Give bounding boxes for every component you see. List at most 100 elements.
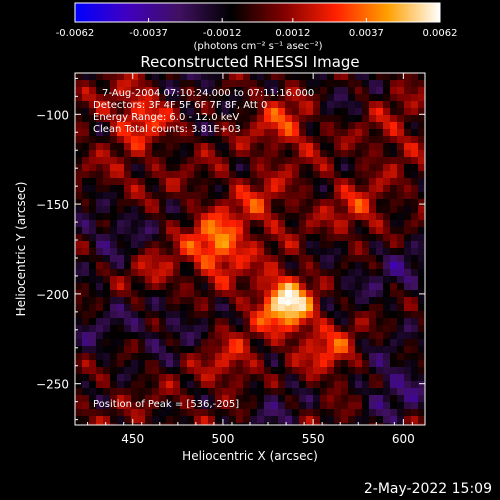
heatmap-cell bbox=[369, 178, 376, 185]
heatmap-cell bbox=[145, 423, 152, 425]
heatmap-cell bbox=[313, 157, 320, 164]
heatmap-cell bbox=[362, 171, 369, 178]
heatmap-cell bbox=[397, 101, 404, 108]
heatmap-cell bbox=[194, 80, 201, 87]
heatmap-cell bbox=[383, 171, 390, 178]
heatmap-cell bbox=[145, 374, 152, 381]
heatmap-cell bbox=[152, 136, 159, 143]
heatmap-cell bbox=[292, 220, 299, 227]
heatmap-cell bbox=[285, 87, 292, 94]
heatmap-cell bbox=[75, 423, 82, 425]
heatmap-cell bbox=[208, 409, 215, 416]
heatmap-cell bbox=[299, 248, 306, 255]
heatmap-cell bbox=[348, 346, 355, 353]
heatmap-cell bbox=[411, 409, 418, 416]
heatmap-cell bbox=[411, 276, 418, 283]
heatmap-cell bbox=[271, 164, 278, 171]
heatmap-cell bbox=[222, 206, 229, 213]
heatmap-cell bbox=[124, 80, 131, 87]
heatmap-cell bbox=[243, 192, 250, 199]
heatmap-cell bbox=[110, 318, 117, 325]
heatmap-cell bbox=[341, 248, 348, 255]
heatmap-cell bbox=[75, 381, 82, 388]
heatmap-cell bbox=[306, 115, 313, 122]
heatmap-cell bbox=[355, 339, 362, 346]
heatmap-cell bbox=[166, 367, 173, 374]
heatmap-cell bbox=[124, 227, 131, 234]
heatmap-cell bbox=[215, 185, 222, 192]
heatmap-cell bbox=[82, 262, 89, 269]
heatmap-cell bbox=[313, 262, 320, 269]
heatmap-cell bbox=[369, 367, 376, 374]
heatmap-cell bbox=[82, 388, 89, 395]
heatmap-cell bbox=[390, 164, 397, 171]
heatmap-cell bbox=[292, 374, 299, 381]
heatmap-cell bbox=[131, 73, 138, 80]
heatmap-cell bbox=[383, 185, 390, 192]
heatmap-cell bbox=[341, 311, 348, 318]
heatmap-cell bbox=[180, 136, 187, 143]
heatmap-cell bbox=[264, 241, 271, 248]
heatmap-cell bbox=[390, 388, 397, 395]
heatmap-cell bbox=[131, 388, 138, 395]
heatmap-cell bbox=[138, 276, 145, 283]
heatmap-cell bbox=[383, 192, 390, 199]
heatmap-cell bbox=[166, 129, 173, 136]
heatmap-cell bbox=[383, 178, 390, 185]
heatmap-cell bbox=[306, 234, 313, 241]
heatmap-cell bbox=[194, 220, 201, 227]
heatmap-cell bbox=[348, 192, 355, 199]
heatmap-cell bbox=[152, 269, 159, 276]
heatmap-cell bbox=[159, 80, 166, 87]
heatmap-cell bbox=[313, 87, 320, 94]
heatmap-cell bbox=[348, 143, 355, 150]
heatmap-cell bbox=[397, 304, 404, 311]
heatmap-cell bbox=[390, 395, 397, 402]
heatmap-cell bbox=[208, 402, 215, 409]
heatmap-cell bbox=[201, 416, 208, 423]
heatmap-cell bbox=[348, 423, 355, 425]
heatmap-cell bbox=[145, 101, 152, 108]
heatmap-cell bbox=[348, 185, 355, 192]
heatmap-cell bbox=[299, 220, 306, 227]
heatmap-cell bbox=[96, 297, 103, 304]
heatmap-cell bbox=[82, 227, 89, 234]
heatmap-cell bbox=[418, 206, 425, 213]
heatmap-cell bbox=[110, 213, 117, 220]
heatmap-cell bbox=[306, 80, 313, 87]
heatmap-cell bbox=[124, 143, 131, 150]
heatmap-cell bbox=[334, 409, 341, 416]
heatmap-cell bbox=[264, 297, 271, 304]
heatmap-cell bbox=[306, 248, 313, 255]
heatmap-cell bbox=[292, 199, 299, 206]
heatmap-cell bbox=[222, 325, 229, 332]
heatmap-cell bbox=[96, 115, 103, 122]
heatmap-cell bbox=[390, 213, 397, 220]
heatmap-cell bbox=[201, 206, 208, 213]
heatmap-cell bbox=[131, 423, 138, 425]
heatmap-cell bbox=[355, 395, 362, 402]
heatmap-cell bbox=[117, 416, 124, 423]
heatmap-cell bbox=[96, 129, 103, 136]
heatmap-cell bbox=[362, 136, 369, 143]
heatmap-cell bbox=[278, 150, 285, 157]
heatmap-cell bbox=[145, 157, 152, 164]
heatmap-cell bbox=[292, 80, 299, 87]
heatmap-cell bbox=[278, 353, 285, 360]
heatmap-cell bbox=[201, 269, 208, 276]
heatmap-cell bbox=[397, 157, 404, 164]
heatmap-cell bbox=[117, 297, 124, 304]
heatmap-cell bbox=[397, 129, 404, 136]
heatmap-cell bbox=[236, 192, 243, 199]
heatmap-cell bbox=[285, 206, 292, 213]
heatmap-cell bbox=[320, 185, 327, 192]
heatmap-cell bbox=[299, 360, 306, 367]
heatmap-cell bbox=[271, 416, 278, 423]
heatmap-cell bbox=[187, 206, 194, 213]
heatmap-cell bbox=[404, 325, 411, 332]
heatmap-cell bbox=[320, 353, 327, 360]
heatmap-cell bbox=[82, 353, 89, 360]
heatmap-cell bbox=[355, 367, 362, 374]
heatmap-cell bbox=[243, 87, 250, 94]
heatmap-cell bbox=[117, 80, 124, 87]
